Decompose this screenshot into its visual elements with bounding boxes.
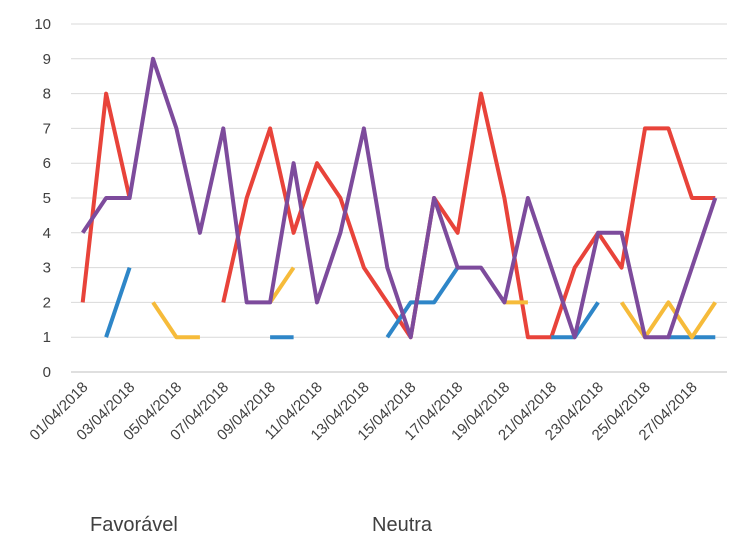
y-tick-label: 1: [43, 329, 51, 346]
series-4-line-segment-1: [81, 56, 718, 340]
series-3-line-segment-2: [268, 266, 296, 304]
y-tick-label: 6: [43, 155, 51, 172]
y-tick-label: 0: [43, 364, 51, 381]
series-1-line-segment-1: [80, 91, 132, 303]
series-3-line-segment-1: [151, 301, 200, 340]
y-tick-label: 3: [43, 260, 51, 277]
y-axis-ticks: 0 1 2 3 4 5 6 7 8 9 10: [34, 16, 51, 381]
y-tick-label: 2: [43, 294, 51, 311]
series-2-line-segment-3: [385, 266, 460, 339]
y-tick-label: 4: [43, 225, 51, 242]
y-tick-label: 10: [34, 16, 51, 33]
y-tick-label: 7: [43, 120, 51, 137]
y-tick-label: 9: [43, 51, 51, 68]
series-1-line-segment-2: [221, 91, 716, 340]
x-axis-ticks: 01/04/201803/04/201805/04/201807/04/2018…: [26, 379, 700, 444]
legend-label-favoravel: Favorável: [90, 514, 178, 536]
legend-label-neutra: Neutra: [372, 514, 433, 536]
y-tick-label: 8: [43, 86, 51, 103]
y-tick-label: 5: [43, 190, 51, 207]
series-2-line-segment-1: [104, 266, 132, 338]
series-lines: [80, 56, 718, 340]
series-3-line-segment-4: [619, 300, 717, 340]
